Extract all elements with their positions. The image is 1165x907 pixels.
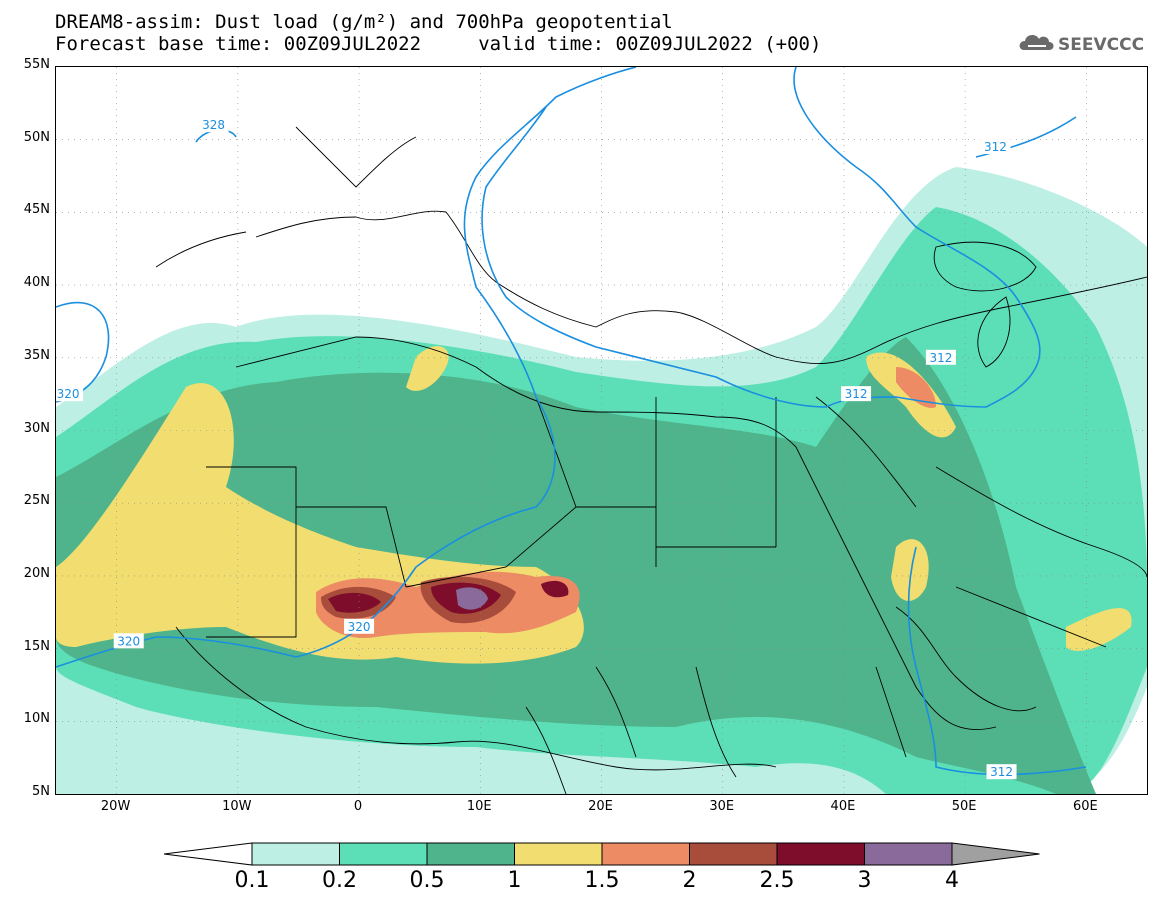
contour-label: 312 [986,764,1017,780]
contour-label-text: 320 [348,620,371,634]
lon-tick-label: 40E [830,799,856,814]
lat-tick-label: 55N [23,57,50,72]
map-title: DREAM8-assim: Dust load (g/m²) and 700hP… [55,11,673,33]
colorbar-box [601,842,690,866]
contour-label-text: 312 [845,387,868,401]
map-panel: 328 320 320 320 312 312 312 312 [55,66,1148,795]
contour-label: 312 [841,386,872,402]
colorbar-over-arrow [951,842,1040,866]
colorbar-label: 4 [945,868,959,893]
contour-label-text: 312 [929,351,952,365]
contour-label: 320 [113,633,144,649]
colorbar-label: 1 [507,868,522,893]
colorbar-box [514,842,603,866]
colorbar-label: 2 [682,868,697,893]
lat-tick-label: 30N [23,420,50,436]
colorbar-label: 0.1 [234,868,270,893]
colorbar-box [426,842,515,866]
lon-tick-label: 10W [222,799,252,814]
colorbar-label: 3 [857,868,872,893]
colorbar-box [339,842,428,866]
lat-tick-label: 20N [23,565,50,581]
colorbar-label: 0.2 [322,868,357,893]
colorbar-box [689,842,778,866]
dust-shading [56,167,1147,794]
contour-label-text: 312 [990,765,1013,779]
colorbar-box [864,842,953,866]
colorbar-box [776,842,865,866]
dust-region-4 [456,587,488,610]
lat-tick-label: 45N [23,202,50,218]
lat-tick-label: 10N [23,711,50,727]
colorbar-label: 0.5 [409,868,445,893]
lat-tick-label: 50N [23,129,50,145]
colorbar-under-arrow [163,842,253,866]
colorbar-label: 2.5 [759,868,795,893]
lon-tick-label: 30E [709,799,735,814]
country-borders [155,126,1147,794]
dust-region-1b [406,346,449,391]
dust-region-3c [541,580,569,598]
contour-label: 312 [980,138,1011,154]
lon-tick-label: 0 [353,799,363,814]
dust-region-1e [1066,608,1132,651]
lat-tick-label: 40N [23,275,50,291]
dust-region-0.5 [56,337,1096,794]
lat-tick-label: 35N [23,347,50,363]
contour-label: 328 [198,117,229,133]
seevccc-logo: SEEVCCC [1018,28,1158,58]
contour-312 [481,67,1041,408]
lat-tick-label: 5N [32,784,50,799]
contour-label-text: 320 [117,634,140,648]
dust-map: 328 320 320 320 312 312 312 312 [56,67,1147,794]
lat-tick-label: 25N [23,493,50,509]
lon-tick-label: 20E [588,799,613,814]
contour-label: 320 [344,618,375,634]
cloud-logo-icon: SEEVCCC [1019,35,1144,55]
contour-label-text: 312 [984,140,1007,154]
colorbar-box [251,842,340,866]
dust-region-1.5b [896,367,936,408]
logo-text: SEEVCCC [1058,35,1144,55]
contour-label-text: 328 [202,118,225,132]
lon-tick-label: 50E [951,799,977,814]
lon-tick-label: 60E [1072,799,1098,814]
dust-region-3 [328,592,381,613]
dust-region-1d [891,539,929,601]
lon-tick-label: 20W [100,799,131,814]
colorbar [163,842,1040,866]
colorbar-label: 1.5 [584,868,620,893]
lon-tick-label: 10E [466,799,492,814]
contour-label-text: 320 [57,387,80,401]
lat-tick-label: 15N [23,638,50,654]
map-subtitle: Forecast base time: 00Z09JUL2022 valid t… [55,33,822,55]
contour-label: 320 [56,386,84,402]
contour-labels: 328 320 320 320 312 312 312 312 [56,117,1017,780]
contour-label: 312 [925,349,956,365]
contour-320 [56,67,637,668]
